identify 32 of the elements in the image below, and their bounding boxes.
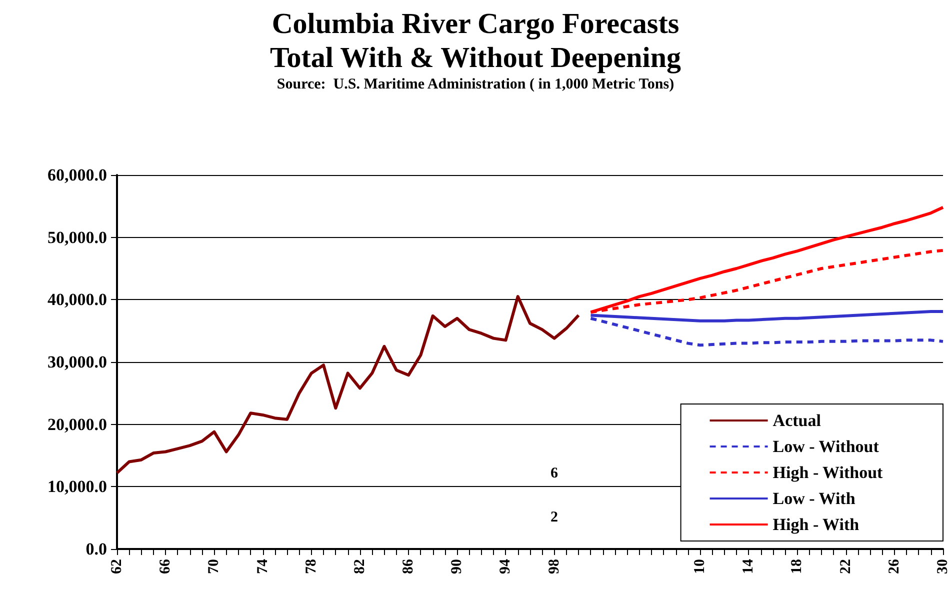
legend-label: Low - Without <box>772 437 880 456</box>
x-tick-label: 18 <box>789 559 806 574</box>
y-tick-label: 0.0 <box>86 540 107 558</box>
y-tick-label: 10,000.0 <box>48 477 107 496</box>
chart-subtitle: Source: U.S. Maritime Administration ( in 1,000 Metric Tons) <box>276 76 674 92</box>
legend-label: High - With <box>772 515 860 534</box>
x-tick-label: 22 <box>838 559 854 574</box>
x-tick-label: 26 <box>886 558 902 574</box>
x-tick-label: 70 <box>206 559 222 574</box>
y-tick-label: 60,000.0 <box>48 166 107 184</box>
y-tick-label: 30,000.0 <box>48 352 107 372</box>
legend-label: Low - With <box>772 489 856 508</box>
x-tick-label: 82 <box>352 559 368 574</box>
x-tick-label: 90 <box>449 559 466 574</box>
x-tick-label: 30 <box>935 559 951 574</box>
x-tick-label: 78 <box>303 559 320 574</box>
y-tick-label: 40,000.0 <box>48 290 107 310</box>
legend-label: High - Without <box>772 463 884 482</box>
x-tick-label: 14 <box>740 558 757 574</box>
annotation: 6 <box>550 466 558 482</box>
x-tick-label: 66 <box>158 558 174 574</box>
x-tick-label: 94 <box>498 558 514 574</box>
chart-title: Columbia River Cargo Forecasts Total With & Without Deepening <box>270 8 682 74</box>
x-tick-label: 74 <box>254 558 271 574</box>
x-tick-label: 98 <box>546 559 562 574</box>
legend-label: Actual <box>772 411 822 430</box>
annotation: 2 <box>550 509 558 526</box>
y-tick-label: 20,000.0 <box>48 414 107 434</box>
x-tick-label: 10 <box>692 559 708 574</box>
y-tick-label: 50,000.0 <box>48 228 107 247</box>
x-tick-label: 62 <box>109 559 125 574</box>
x-tick-label: 86 <box>400 558 417 574</box>
